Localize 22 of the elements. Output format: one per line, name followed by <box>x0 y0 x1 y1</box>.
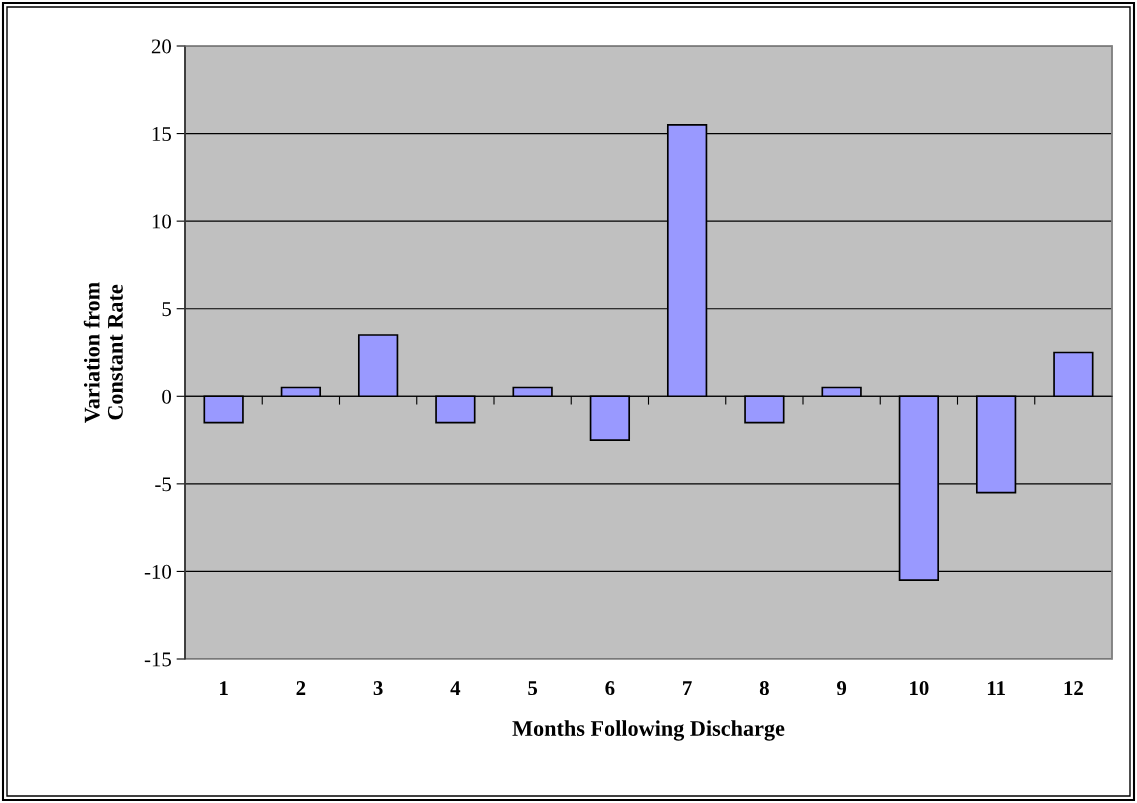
x-tick-label: 2 <box>296 681 306 695</box>
x-tick-label: 3 <box>373 681 383 696</box>
y-tick-label: 20 <box>151 39 172 54</box>
y-tick-label: -5 <box>155 477 171 492</box>
x-tick-label: 4 <box>450 681 461 695</box>
y-tick-label: -10 <box>144 564 172 579</box>
y-tick-label: 15 <box>152 127 171 141</box>
y-tick-label: -15 <box>144 652 171 667</box>
x-tick-label: 11 <box>987 681 1005 695</box>
x-axis-title: Months Following Discharge <box>512 720 785 741</box>
y-tick-label: 5 <box>162 302 171 317</box>
x-tick-label: 9 <box>836 681 847 696</box>
x-tick-label: 12 <box>1064 681 1083 695</box>
x-tick-label: 8 <box>759 681 769 696</box>
x-tick-label: 1 <box>220 681 228 695</box>
y-tick-label: 10 <box>152 214 172 229</box>
x-tick-label: 7 <box>683 681 692 695</box>
x-tick-label: 10 <box>910 681 929 696</box>
y-axis-title: Variation from Constant Rate <box>83 282 123 423</box>
x-tick-label: 5 <box>528 681 538 696</box>
x-tick-label: 6 <box>605 681 615 696</box>
y-tick-label: 0 <box>162 389 172 404</box>
